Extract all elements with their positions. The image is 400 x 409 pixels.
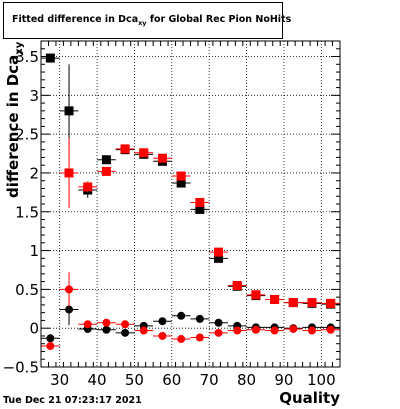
data-point-circle [214,318,223,327]
x-tick-label: 30 [50,371,69,389]
y-tick-label: −0.5 [3,359,39,377]
y-axis-label-subscript: xy [14,41,25,55]
data-point-circle [177,311,186,320]
x-tick-label: 40 [88,371,107,389]
data-point-square [176,178,186,188]
data-point-circle [289,324,298,333]
data-point-square [307,298,317,308]
data-point-square [101,155,111,165]
data-point-square [214,253,224,263]
data-point-square [45,53,55,63]
data-point-circle [65,305,74,314]
data-point-square [270,294,280,304]
x-tick-label: 70 [200,371,219,389]
data-point-square [83,182,93,192]
data-point-circle [102,325,111,334]
x-tick-label: 50 [125,371,144,389]
data-point-circle [195,314,204,323]
y-axis-label-main: difference in Dca [4,54,22,198]
y-tick-label: 2.5 [15,126,39,144]
data-point-circle [102,318,111,327]
chart-title-subscript: xy [138,18,147,27]
data-point-square [176,171,186,181]
y-tick-label: 3 [29,87,39,105]
data-point-square [288,298,298,308]
data-point-circle [65,285,74,294]
y-tick-label: 2 [29,164,39,182]
data-point-circle [251,325,260,334]
data-point-square [232,281,242,290]
data-point-circle [46,334,55,343]
data-point-circle [270,326,279,335]
data-point-square [214,247,224,257]
data-point-circle [83,320,92,329]
x-tick-label: 60 [162,371,181,389]
y-axis-label: difference in Dcaxy [4,42,25,198]
data-point-circle [121,328,130,337]
data-point-square [195,204,205,214]
data-point-square [101,166,111,176]
data-point-circle [195,333,204,342]
timestamp: Tue Dec 21 07:23:17 2021 [3,395,142,406]
x-axis-label: Quality [279,389,340,407]
data-point-circle [46,342,55,351]
data-point-circle [233,326,242,335]
chart-title-main: Fitted difference in Dca [12,14,139,25]
data-point-circle [214,328,223,337]
y-tick-label: 1 [29,242,39,260]
x-tick-label: 90 [274,371,293,389]
chart-title-rest: for Global Rec Pion NoHits [146,14,292,25]
data-point-circle [326,325,335,334]
title-box: Fitted difference in Dcaxy for Global Re… [3,2,291,39]
x-tick-label: 100 [307,371,336,389]
x-tick-label: 80 [237,371,256,389]
data-point-square [139,148,149,158]
data-point-square [120,144,130,154]
data-point-circle [158,317,167,326]
data-point-square [195,197,205,207]
data-point-circle [121,320,130,329]
data-point-square [64,168,74,178]
data-point-circle [177,335,186,344]
data-point-square [64,106,74,116]
data-point-circle [139,326,148,335]
y-tick-label: 3.5 [15,48,39,66]
data-point-circle [307,326,316,335]
data-point-circle [158,331,167,340]
plot-background [41,41,340,367]
y-tick-label: 0 [29,320,39,338]
y-axis-label-wrap: difference in Dcaxy [4,42,25,218]
y-tick-label: 0.5 [15,281,39,299]
data-point-square [157,153,167,163]
y-tick-label: 1.5 [15,203,39,221]
data-point-square [251,290,261,300]
plot-frame [40,40,341,368]
chart-title: Fitted difference in Dcaxy for Global Re… [12,14,291,27]
data-point-square [326,298,336,308]
